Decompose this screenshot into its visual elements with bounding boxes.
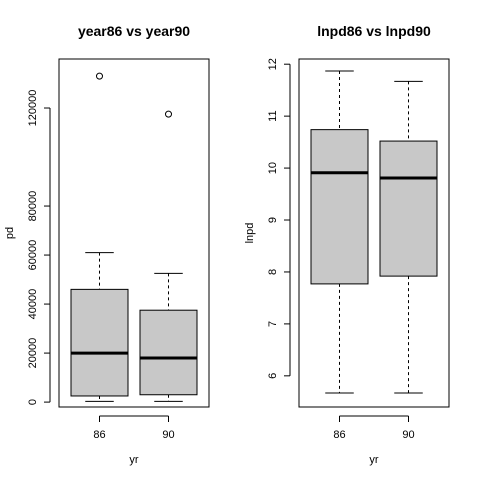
y-tick-label: 10 [267, 162, 279, 174]
box-body [311, 130, 368, 284]
x-axis-label: yr [129, 454, 139, 466]
box-body [140, 310, 197, 395]
y-tick-label: 9 [267, 217, 279, 223]
x-tick-label: 90 [162, 429, 174, 441]
x-axis: 86 90 [93, 416, 174, 441]
y-tick-label: 11 [267, 110, 279, 121]
box-86 [311, 71, 368, 393]
x-tick-label: 86 [333, 429, 345, 441]
y-axis-label: pd [4, 227, 16, 239]
boxes [71, 73, 197, 401]
y-tick-label: 80000 [27, 191, 39, 222]
panel-pd: year86 vs year90 0 20000 40000 60000 80000 12… [4, 23, 209, 466]
x-axis-label: yr [369, 454, 379, 466]
y-tick-label: 60000 [27, 240, 39, 271]
panel-lnpd: lnpd86 vs lnpd90 6 7 8 9 10 11 12 86 90 yr lnpd [244, 23, 449, 466]
box-body [380, 141, 437, 276]
outlier-point [166, 111, 172, 117]
boxes [311, 71, 437, 393]
y-tick-label: 20000 [27, 338, 39, 369]
box-90 [140, 111, 197, 401]
box-90 [380, 81, 437, 393]
y-axis-label: lnpd [244, 223, 256, 244]
x-tick-label: 86 [93, 429, 105, 441]
x-tick-label: 90 [402, 429, 414, 441]
chart-title: lnpd86 vs lnpd90 [317, 23, 431, 39]
y-tick-label: 6 [267, 373, 279, 379]
outlier-point [97, 73, 103, 79]
y-tick-label: 0 [27, 399, 39, 405]
chart-title: year86 vs year90 [78, 23, 190, 39]
y-tick-label: 12 [267, 58, 279, 70]
box-body [71, 289, 128, 396]
y-tick-label: 40000 [27, 289, 39, 320]
y-axis: 6 7 8 9 10 11 12 [267, 58, 290, 379]
box-86 [71, 73, 128, 401]
y-axis: 0 20000 40000 60000 80000 120000 [27, 90, 50, 406]
y-tick-label: 8 [267, 269, 279, 275]
x-axis: 86 90 [333, 416, 414, 441]
y-tick-label: 120000 [27, 90, 39, 127]
y-tick-label: 7 [267, 321, 279, 327]
